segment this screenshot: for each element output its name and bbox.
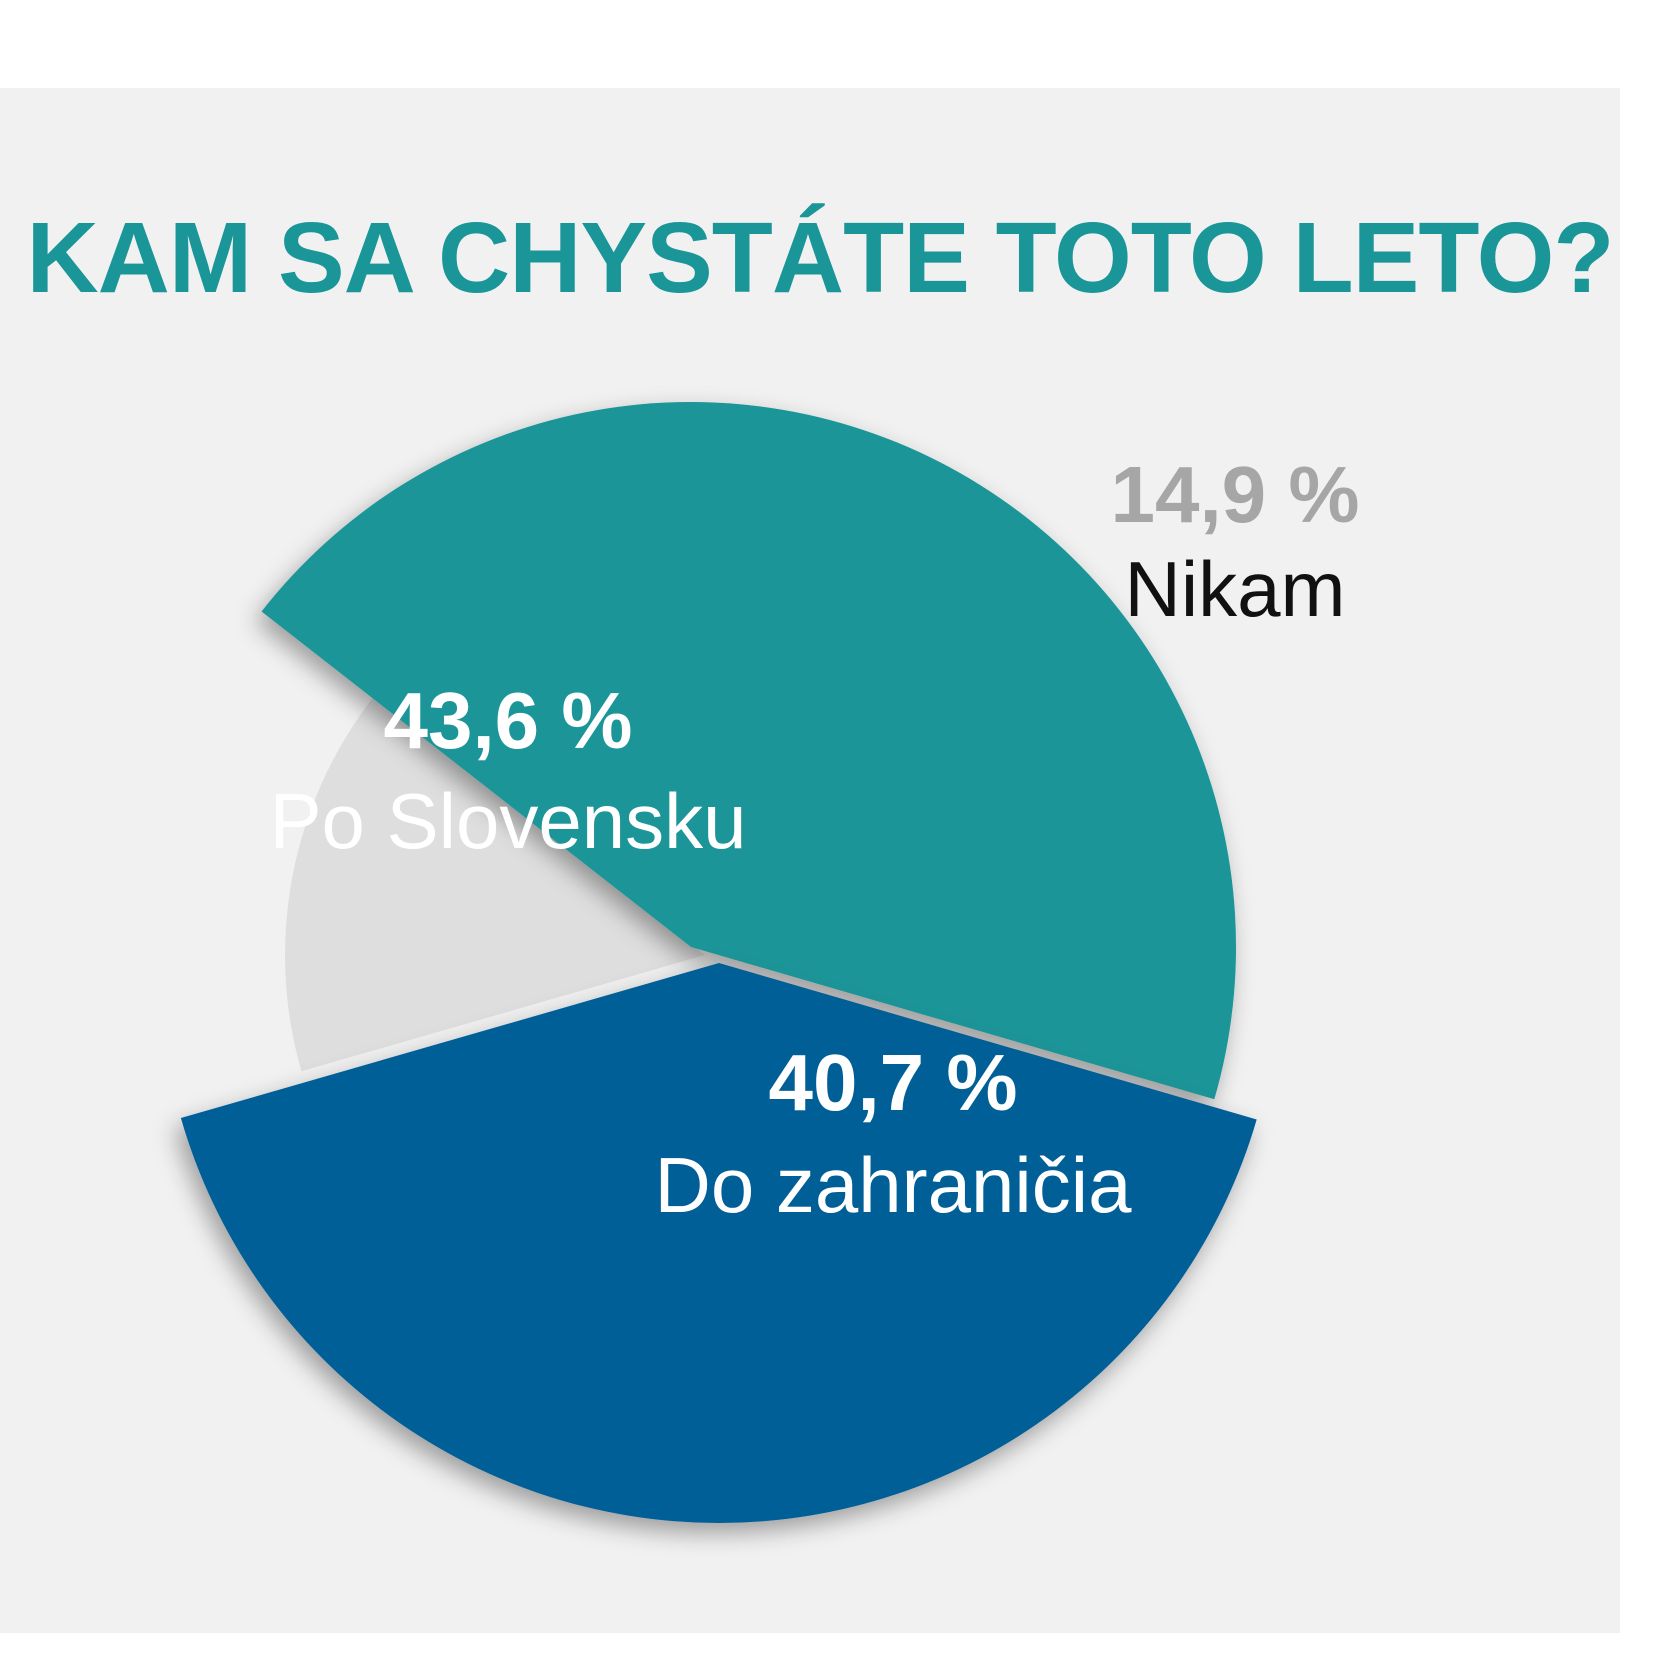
slice-category-label-do-zahranicia: Do zahraničia xyxy=(655,1141,1133,1229)
slice-do-zahranicia xyxy=(180,963,1257,1523)
slice-value-label-do-zahranicia: 40,7 % xyxy=(768,1038,1017,1127)
slice-nikam xyxy=(285,696,705,1072)
slice-category-label-po-slovensku: Po Slovensku xyxy=(270,777,747,865)
slice-value-label-po-slovensku: 43,6 % xyxy=(383,676,632,765)
chart-title: KAM SA CHYSTÁTE TOTO LETO? xyxy=(26,202,1613,314)
slice-category-label-nikam: Nikam xyxy=(1124,545,1345,633)
slice-po-slovensku xyxy=(261,401,1236,1100)
slice-value-label-nikam: 14,9 % xyxy=(1110,450,1359,539)
pie-slices xyxy=(180,401,1257,1523)
